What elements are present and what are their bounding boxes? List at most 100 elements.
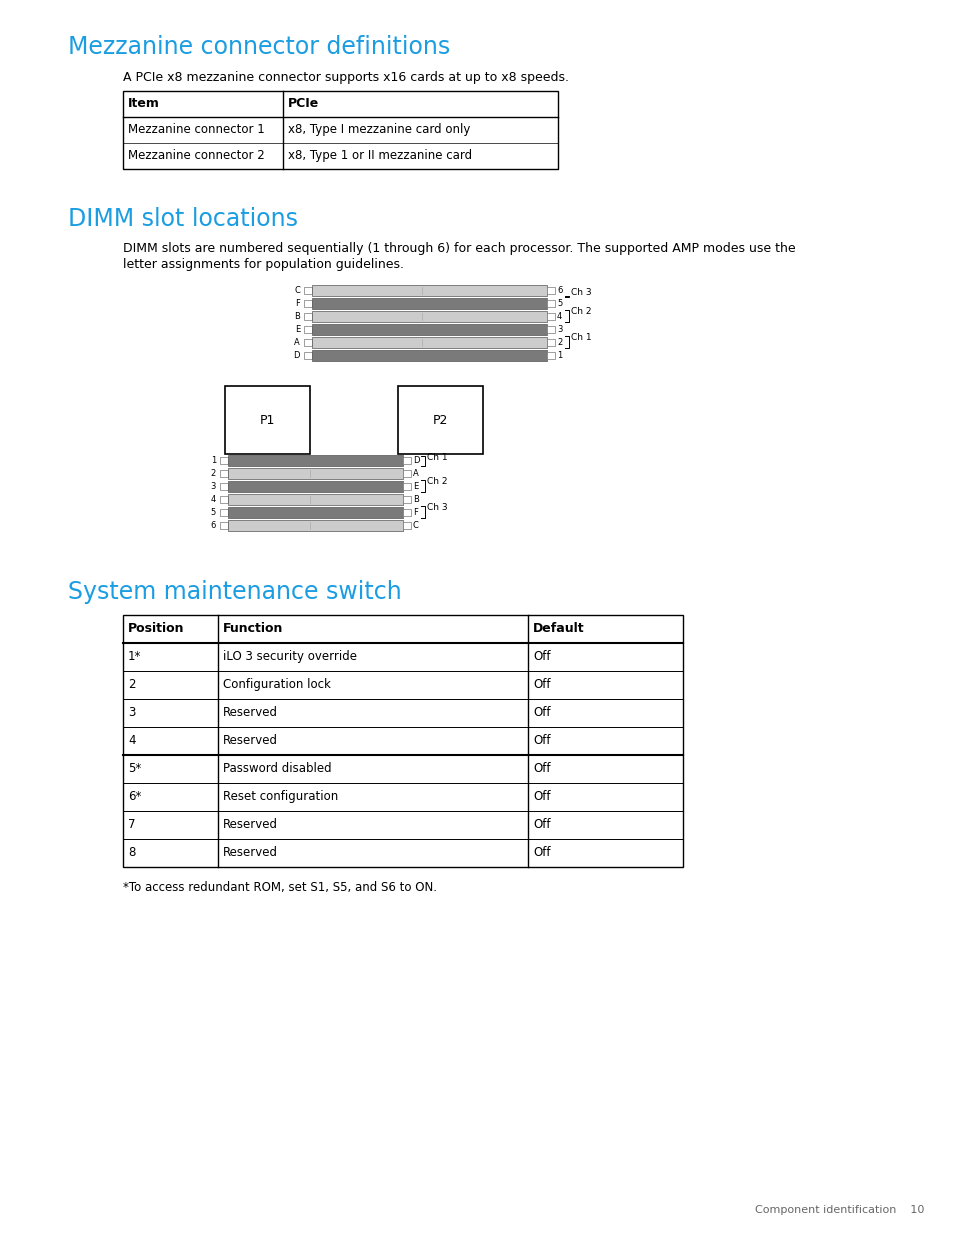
Bar [220, 483, 228, 490]
Bar [402, 483, 411, 490]
Text: 7: 7 [128, 818, 135, 831]
Bar [304, 338, 312, 346]
Text: Password disabled: Password disabled [223, 762, 332, 776]
Bar [304, 287, 312, 294]
Text: 4: 4 [128, 734, 135, 747]
Bar [304, 352, 312, 359]
Bar [228, 480, 402, 492]
Text: 1*: 1* [128, 650, 141, 663]
Bar [402, 522, 411, 529]
Text: letter assignments for population guidelines.: letter assignments for population guidel… [123, 258, 403, 270]
Text: Off: Off [533, 762, 550, 776]
Text: Reserved: Reserved [223, 846, 277, 860]
Text: Reserved: Reserved [223, 818, 277, 831]
Text: System maintenance switch: System maintenance switch [68, 580, 401, 604]
Bar [312, 337, 546, 348]
Text: x8, Type 1 or II mezzanine card: x8, Type 1 or II mezzanine card [288, 149, 472, 162]
Text: E: E [294, 325, 299, 333]
Text: Default: Default [533, 622, 584, 635]
Text: Position: Position [128, 622, 184, 635]
Text: *To access redundant ROM, set S1, S5, and S6 to ON.: *To access redundant ROM, set S1, S5, an… [123, 881, 436, 894]
Bar [123, 91, 558, 169]
Text: 1: 1 [211, 456, 215, 466]
Bar [402, 496, 411, 503]
Text: 2: 2 [211, 469, 215, 478]
Text: 4: 4 [557, 312, 561, 321]
Bar [220, 496, 228, 503]
Text: Mezzanine connector definitions: Mezzanine connector definitions [68, 35, 450, 59]
Text: x8, Type I mezzanine card only: x8, Type I mezzanine card only [288, 124, 470, 136]
Text: D: D [413, 456, 419, 466]
Text: 5: 5 [211, 508, 215, 517]
Text: Ch 1: Ch 1 [427, 452, 447, 462]
Text: P2: P2 [433, 414, 448, 426]
Text: Function: Function [223, 622, 283, 635]
Bar [546, 338, 555, 346]
Bar [546, 352, 555, 359]
Bar [397, 387, 482, 454]
Text: C: C [413, 521, 418, 530]
Text: E: E [413, 482, 417, 492]
Bar [312, 285, 546, 296]
Text: Mezzanine connector 2: Mezzanine connector 2 [128, 149, 265, 162]
Bar [123, 615, 682, 867]
Text: 2: 2 [557, 338, 561, 347]
Bar [304, 300, 312, 308]
Bar [402, 471, 411, 477]
Text: Off: Off [533, 678, 550, 692]
Bar [228, 520, 402, 531]
Text: PCIe: PCIe [288, 98, 319, 110]
Text: Reserved: Reserved [223, 734, 277, 747]
Text: 6: 6 [211, 521, 215, 530]
Text: 6*: 6* [128, 790, 141, 803]
Text: Ch 2: Ch 2 [427, 478, 447, 487]
Bar [225, 387, 310, 454]
Text: 3: 3 [557, 325, 561, 333]
Bar [312, 298, 546, 309]
Text: 5: 5 [557, 299, 561, 308]
Text: Reset configuration: Reset configuration [223, 790, 338, 803]
Text: Off: Off [533, 818, 550, 831]
Text: Off: Off [533, 650, 550, 663]
Text: Component identification    10: Component identification 10 [754, 1205, 923, 1215]
Text: Ch 1: Ch 1 [571, 333, 591, 342]
Text: Off: Off [533, 846, 550, 860]
Text: Mezzanine connector 1: Mezzanine connector 1 [128, 124, 265, 136]
Text: 4: 4 [211, 495, 215, 504]
Bar [402, 457, 411, 464]
Bar [546, 326, 555, 333]
Bar [220, 522, 228, 529]
Text: Reserved: Reserved [223, 706, 277, 719]
Text: 5*: 5* [128, 762, 141, 776]
Text: 3: 3 [211, 482, 215, 492]
Text: F: F [413, 508, 417, 517]
Text: DIMM slots are numbered sequentially (1 through 6) for each processor. The suppo: DIMM slots are numbered sequentially (1 … [123, 242, 795, 254]
Bar [220, 509, 228, 516]
Bar [402, 509, 411, 516]
Text: A PCIe x8 mezzanine connector supports x16 cards at up to x8 speeds.: A PCIe x8 mezzanine connector supports x… [123, 70, 568, 84]
Bar [228, 508, 402, 517]
Bar [312, 350, 546, 361]
Text: B: B [294, 312, 299, 321]
Bar [220, 457, 228, 464]
Text: P1: P1 [259, 414, 274, 426]
Text: Off: Off [533, 734, 550, 747]
Text: Off: Off [533, 790, 550, 803]
Bar [546, 287, 555, 294]
Bar [312, 311, 546, 322]
Text: D: D [294, 351, 299, 359]
Text: A: A [413, 469, 418, 478]
Text: DIMM slot locations: DIMM slot locations [68, 207, 297, 231]
Bar [312, 324, 546, 335]
Text: iLO 3 security override: iLO 3 security override [223, 650, 356, 663]
Text: A: A [294, 338, 299, 347]
Text: Configuration lock: Configuration lock [223, 678, 331, 692]
Text: Item: Item [128, 98, 160, 110]
Bar [546, 300, 555, 308]
Text: 2: 2 [128, 678, 135, 692]
Text: B: B [413, 495, 418, 504]
Bar [304, 312, 312, 320]
Bar [228, 454, 402, 466]
Text: C: C [294, 287, 299, 295]
Bar [220, 471, 228, 477]
